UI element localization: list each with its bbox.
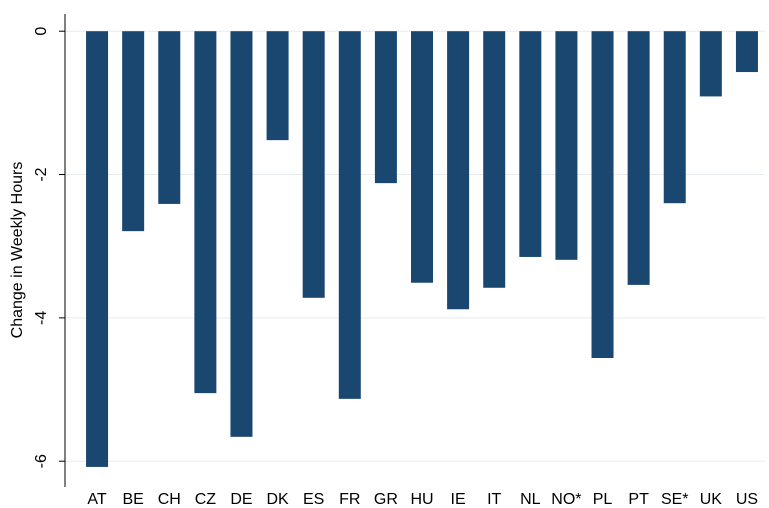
bar <box>519 31 542 257</box>
bar <box>447 31 470 310</box>
bar <box>194 31 217 394</box>
x-tick-label: HU <box>410 491 433 508</box>
x-tick-label: DE <box>230 491 252 508</box>
x-tick-label: AT <box>87 491 106 508</box>
x-tick-label: UK <box>700 491 723 508</box>
bar <box>663 31 686 204</box>
x-tick-label: CZ <box>195 491 217 508</box>
x-tick-label: ES <box>303 491 324 508</box>
bar <box>483 31 506 288</box>
bar <box>699 31 722 97</box>
bar <box>411 31 433 283</box>
x-tick-label: GR <box>374 491 398 508</box>
bar <box>591 31 614 358</box>
bar <box>302 31 325 298</box>
x-tick-label: IE <box>451 491 466 508</box>
x-tick-label: FR <box>339 491 360 508</box>
x-tick-label: NO* <box>551 491 581 508</box>
bar <box>627 31 650 285</box>
y-tick-label: -4 <box>33 311 50 325</box>
bar <box>122 31 145 232</box>
bar <box>374 31 397 184</box>
y-tick-label: -6 <box>33 454 50 468</box>
x-tick-label: CH <box>158 491 181 508</box>
bar <box>555 31 578 260</box>
bar <box>86 31 109 467</box>
x-tick-label: PT <box>628 491 649 508</box>
x-tick-label: BE <box>122 491 143 508</box>
bar <box>158 31 181 204</box>
bar <box>735 31 758 73</box>
y-tick-label: 0 <box>33 27 50 36</box>
y-tick-label: -2 <box>33 167 50 181</box>
y-axis-label: Change in Weekly Hours <box>9 162 26 339</box>
x-tick-label: US <box>736 491 758 508</box>
x-tick-label: SE* <box>661 491 689 508</box>
x-tick-label: PL <box>593 491 613 508</box>
bar <box>266 31 289 141</box>
x-tick-label: IT <box>487 491 501 508</box>
bar <box>230 31 253 437</box>
x-tick-label: DK <box>266 491 289 508</box>
bar <box>338 31 361 399</box>
x-tick-label: NL <box>520 491 541 508</box>
